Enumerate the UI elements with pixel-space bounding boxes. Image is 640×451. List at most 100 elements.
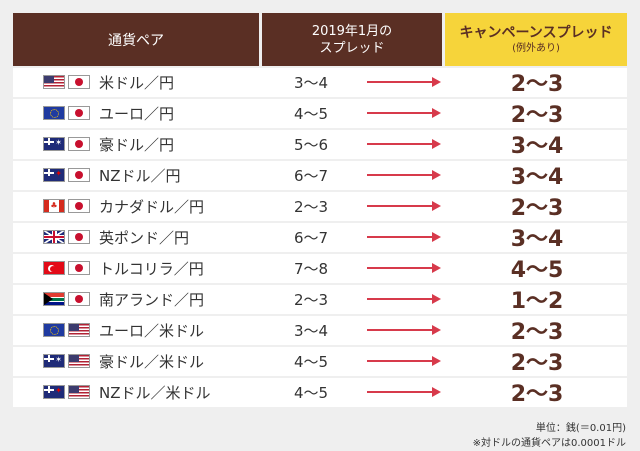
table-row: 豪ドル／米ドル 4～5 2～3 [13,346,627,377]
jp-flag-icon [68,230,90,245]
au-flag-icon [43,354,65,369]
table-row: ユーロ／円 4～5 2～3 [13,98,627,129]
right-arrow-icon [363,68,443,98]
us-flag-icon [68,323,90,338]
header-prev-line1: 2019年1月の [311,23,393,39]
right-arrow-icon [363,254,443,284]
right-arrow-icon [363,285,443,315]
prev-spread: 3～4 [293,321,329,340]
campaign-spread: 2～3 [510,196,564,222]
header-campaign-line2: (例外あり) [512,42,560,54]
table-header: 通貨ペア 2019年1月の スプレッド キャンペーンスプレッド (例外あり) [13,13,627,66]
right-arrow-icon [363,223,443,253]
table-body: 米ドル／円 3～4 2～3 ユーロ／円 4～5 2～3 豪ドル／円 5～6 3～4 NZドル／円 6… [13,67,627,408]
flag-pair [43,321,93,339]
prev-spread: 6～7 [293,228,329,247]
prev-spread: 3～4 [293,73,329,92]
jp-flag-icon [68,75,90,90]
right-arrow-icon [363,316,443,346]
right-arrow-icon [363,347,443,377]
table-row: ユーロ／米ドル 3～4 2～3 [13,315,627,346]
tr-flag-icon [43,261,65,276]
pair-name: 米ドル／円 [99,73,175,92]
pair-cell: NZドル／円 [13,161,259,191]
jp-flag-icon [68,261,90,276]
prev-spread: 2～3 [293,197,329,216]
eu-flag-icon [43,323,65,338]
campaign-spread: 2～3 [510,320,564,346]
jp-flag-icon [68,199,90,214]
right-arrow-icon [363,99,443,129]
gb-flag-icon [43,230,65,245]
jp-flag-icon [68,168,90,183]
pair-cell: NZドル／米ドル [13,378,259,408]
nz-flag-icon [43,168,65,183]
nz-flag-icon [43,385,65,400]
right-arrow-icon [363,130,443,160]
campaign-spread: 3～4 [510,165,564,191]
pair-cell: ユーロ／円 [13,99,259,129]
pair-cell: 南アランド／円 [13,285,259,315]
campaign-spread: 1～2 [510,289,564,315]
prev-spread: 2～3 [293,290,329,309]
us-flag-icon [43,75,65,90]
right-arrow-icon [363,161,443,191]
pair-cell: 米ドル／円 [13,68,259,98]
prev-spread: 4～5 [293,383,329,402]
jp-flag-icon [68,137,90,152]
jp-flag-icon [68,292,90,307]
pair-name: ユーロ／円 [99,104,175,123]
header-pair-label: 通貨ペア [108,32,164,49]
campaign-spread: 2～3 [510,351,564,377]
prev-spread: 4～5 [293,104,329,123]
za-flag-icon [43,292,65,307]
table-row: 米ドル／円 3～4 2～3 [13,67,627,98]
flag-pair [43,383,93,401]
pair-cell: 英ポンド／円 [13,223,259,253]
pair-cell: カナダドル／円 [13,192,259,222]
flag-pair [43,228,93,246]
header-prev-line2: スプレッド [319,40,385,56]
prev-spread: 7～8 [293,259,329,278]
header-pair: 通貨ペア [13,13,259,66]
jp-flag-icon [68,106,90,121]
prev-spread: 5～6 [293,135,329,154]
table-row: 南アランド／円 2～3 1～2 [13,284,627,315]
campaign-spread: 2～3 [510,103,564,129]
flag-pair [43,290,93,308]
pair-name: カナダドル／円 [99,197,205,216]
campaign-spread: 3～4 [510,134,564,160]
pair-name: ユーロ／米ドル [99,321,205,340]
eu-flag-icon [43,106,65,121]
header-prev-spread: 2019年1月の スプレッド [262,13,442,66]
usd-pair-note: ※対ドルの通貨ペアは0.0001ドル [472,438,626,449]
header-campaign-spread: キャンペーンスプレッド (例外あり) [445,13,627,66]
table-row: NZドル／円 6～7 3～4 [13,160,627,191]
prev-spread: 6～7 [293,166,329,185]
pair-name: 豪ドル／円 [99,135,175,154]
pair-name: 英ポンド／円 [99,228,190,247]
flag-pair [43,166,93,184]
unit-note: 単位：銭(＝0.01円) [535,423,626,434]
flag-pair [43,259,93,277]
table-row: 豪ドル／円 5～6 3～4 [13,129,627,160]
campaign-spread: 3～4 [510,227,564,253]
ca-flag-icon [43,199,65,214]
prev-spread: 4～5 [293,352,329,371]
right-arrow-icon [363,378,443,408]
flag-pair [43,104,93,122]
pair-name: 南アランド／円 [99,290,205,309]
campaign-spread: 2～3 [510,382,564,408]
pair-name: NZドル／円 [99,166,181,185]
us-flag-icon [68,354,90,369]
pair-cell: 豪ドル／円 [13,130,259,160]
table-row: トルコリラ／円 7～8 4～5 [13,253,627,284]
pair-cell: 豪ドル／米ドル [13,347,259,377]
table-row: カナダドル／円 2～3 2～3 [13,191,627,222]
pair-cell: ユーロ／米ドル [13,316,259,346]
campaign-spread: 2～3 [510,72,564,98]
pair-name: トルコリラ／円 [99,259,204,278]
flag-pair [43,135,93,153]
us-flag-icon [68,385,90,400]
flag-pair [43,73,93,91]
